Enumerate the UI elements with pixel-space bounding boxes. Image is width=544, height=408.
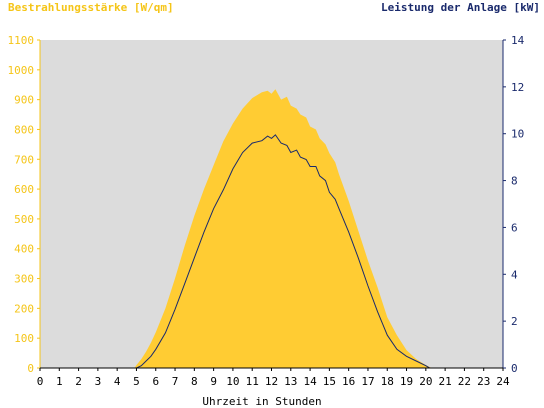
y-right-tick-label: 0 (511, 362, 518, 375)
y-left-tick-label: 500 (14, 213, 34, 226)
x-tick-label: 24 (496, 375, 510, 388)
y-right-tick-label: 10 (511, 128, 524, 141)
y-right-tick-label: 4 (511, 268, 518, 281)
power-line (40, 134, 503, 369)
x-tick-label: 4 (114, 375, 121, 388)
x-tick-label: 6 (152, 375, 159, 388)
x-tick-label: 21 (439, 375, 452, 388)
x-tick-label: 23 (477, 375, 490, 388)
y-left-tick-label: 1000 (8, 64, 35, 77)
x-tick-label: 5 (133, 375, 140, 388)
x-tick-label: 12 (265, 375, 278, 388)
y-left-tick-label: 300 (14, 273, 34, 286)
x-tick-label: 1 (56, 375, 63, 388)
x-tick-label: 7 (172, 375, 179, 388)
irradiance-area (40, 89, 503, 368)
left-axis-title: Bestrahlungsstärke [W/qm] (8, 1, 174, 14)
x-tick-label: 20 (419, 375, 432, 388)
x-tick-label: 17 (361, 375, 374, 388)
x-tick-label: 3 (95, 375, 102, 388)
y-left-tick-label: 900 (14, 94, 34, 107)
x-tick-label: 11 (246, 375, 259, 388)
right-axis-title: Leistung der Anlage [kW] (381, 1, 540, 14)
y-left-tick-label: 200 (14, 302, 34, 315)
x-tick-label: 22 (458, 375, 471, 388)
x-tick-label: 10 (226, 375, 239, 388)
y-right-tick-label: 2 (511, 315, 518, 328)
y-left-tick-label: 400 (14, 243, 34, 256)
y-right-tick-label: 8 (511, 175, 518, 188)
y-right-tick-label: 6 (511, 221, 518, 234)
y-left-tick-label: 600 (14, 183, 34, 196)
y-left-tick-label: 700 (14, 153, 34, 166)
x-tick-label: 19 (400, 375, 413, 388)
x-tick-label: 8 (191, 375, 198, 388)
y-left-tick-label: 0 (27, 362, 34, 375)
y-left-tick-label: 1100 (8, 34, 35, 47)
x-tick-label: 9 (210, 375, 217, 388)
x-tick-label: 0 (37, 375, 44, 388)
x-tick-label: 13 (284, 375, 297, 388)
x-tick-label: 2 (75, 375, 82, 388)
y-right-tick-label: 12 (511, 81, 524, 94)
y-left-tick-label: 800 (14, 123, 34, 136)
x-axis-label: Uhrzeit in Stunden (202, 395, 321, 408)
x-tick-label: 18 (381, 375, 394, 388)
x-tick-label: 15 (323, 375, 336, 388)
y-right-tick-label: 14 (511, 34, 525, 47)
x-tick-label: 16 (342, 375, 355, 388)
y-left-tick-label: 100 (14, 332, 34, 345)
x-tick-label: 14 (303, 375, 317, 388)
